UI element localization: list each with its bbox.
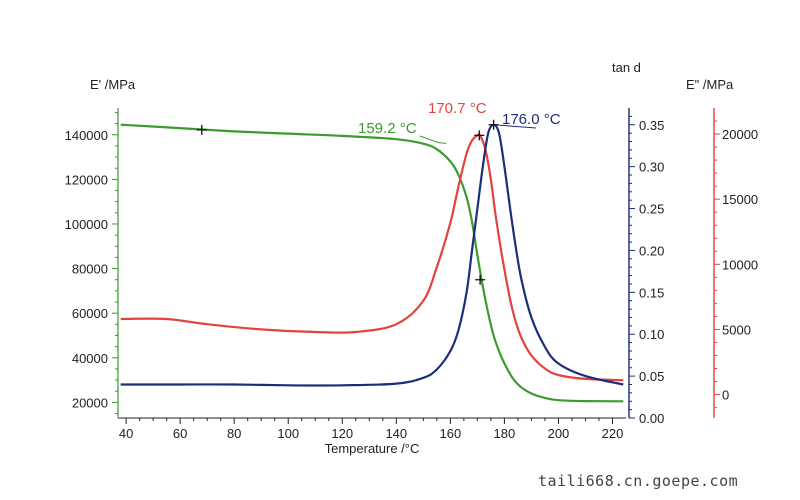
cross-marker: [196, 124, 207, 135]
annotation-leader: [419, 135, 439, 144]
eloss-tick-label: 20000: [722, 127, 758, 142]
annotation-leader: [438, 142, 447, 144]
eloss-tick-label: 5000: [722, 322, 751, 337]
left-tick-label: 80000: [72, 262, 108, 277]
x-tick-label: 40: [119, 426, 133, 441]
eloss-axis-title: E" /MPa: [686, 77, 734, 92]
x-tick-label: 80: [227, 426, 241, 441]
watermark-text: taili668.cn.goepe.com: [538, 472, 739, 490]
left-tick-label: 140000: [65, 128, 108, 143]
x-tick-label: 180: [494, 426, 516, 441]
tand-tick-label: 0.05: [639, 369, 664, 384]
left-tick-label: 60000: [72, 306, 108, 321]
x-tick-label: 200: [548, 426, 570, 441]
x-tick-label: 100: [277, 426, 299, 441]
x-tick-label: 60: [173, 426, 187, 441]
storage-modulus-line: [120, 123, 624, 403]
loss-modulus-line: [120, 133, 624, 382]
eloss-tick-label: 10000: [722, 257, 758, 272]
eloss-tick-label: 15000: [722, 192, 758, 207]
left-tick-label: 100000: [65, 217, 108, 232]
tand-tick-label: 0.15: [639, 285, 664, 300]
x-axis-title: Temperature /°C: [325, 441, 420, 456]
left-tick-label: 40000: [72, 351, 108, 366]
annotation-label: 170.7 °C: [428, 100, 487, 117]
x-tick-label: 120: [331, 426, 353, 441]
cross-marker: [475, 274, 486, 285]
left-tick-label: 20000: [72, 395, 108, 410]
peak-marker: [488, 119, 499, 130]
x-tick-label: 140: [385, 426, 407, 441]
tand-tick-label: 0.35: [639, 118, 664, 133]
left-axis-title: E' /MPa: [90, 77, 136, 92]
annotation-label: 159.2 °C: [358, 120, 417, 137]
tand-tick-label: 0.30: [639, 160, 664, 175]
x-tick-label: 220: [602, 426, 624, 441]
annotation-leader: [493, 124, 537, 129]
x-tick-label: 160: [440, 426, 462, 441]
peak-marker: [474, 130, 485, 141]
tand-tick-label: 0.20: [639, 243, 664, 258]
tand-tick-label: 0.10: [639, 327, 664, 342]
series-group: [120, 123, 624, 403]
annotation-label: 176.0 °C: [502, 111, 561, 128]
eloss-tick-label: 0: [722, 388, 729, 403]
tand-tick-label: 0.00: [639, 411, 664, 426]
tan-delta-line: [120, 123, 624, 387]
axes-group: 40 60 80 100 120 140 160 180 200 220 Temperature /…: [65, 60, 759, 456]
left-tick-label: 120000: [65, 172, 108, 187]
tand-tick-label: 0.25: [639, 202, 664, 217]
annotation-group: 159.2 °C 170.7 °C 176.0 °C: [196, 100, 561, 285]
tand-axis-title: tan d: [612, 60, 641, 75]
